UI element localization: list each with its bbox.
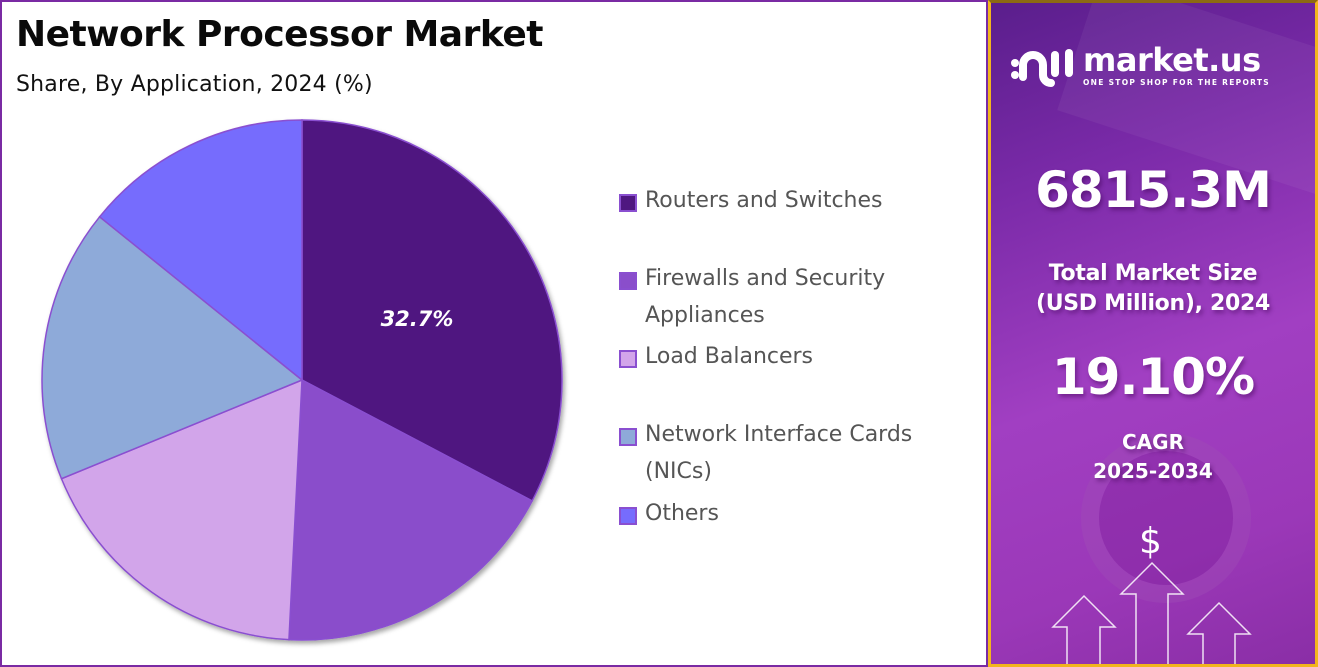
cagr-label-line1: CAGR (1122, 430, 1184, 454)
legend-swatch-icon (619, 194, 637, 212)
pie-slice-others (98, 119, 303, 382)
legend-label: Others (645, 501, 719, 526)
cagr-label-line2: 2025-2034 (1093, 459, 1213, 483)
market-size-label-line2: (USD Million), 2024 (1035, 291, 1271, 316)
legend-item-nics: Network Interface Cards (NICs) (619, 416, 955, 490)
logo-mark-icon (1011, 49, 1073, 87)
chart-title: Network Processor Market (16, 14, 543, 55)
legend-item-others: Others (619, 495, 965, 532)
legend-swatch-icon (619, 272, 637, 290)
chart-subtitle: Share, By Application, 2024 (%) (16, 72, 373, 97)
pie-chart: 32.7% (32, 110, 572, 650)
pie-slice-network-interface-cards-nics (41, 215, 304, 480)
market-size-label: Total Market Size (USD Million), 2024 (991, 259, 1315, 319)
legend-label: Network Interface Cards (NICs) (645, 422, 913, 484)
pie-slice-routers-and-switches (301, 119, 563, 502)
pie-chart-svg: 32.7% (41, 119, 563, 641)
market-size-value: 6815.3M (1035, 161, 1272, 219)
market-us-logo: market.us ONE STOP SHOP FOR THE REPORTS (1009, 41, 1270, 89)
cagr-value: 19.10% (1051, 348, 1255, 406)
logo-name: market.us (1083, 40, 1261, 79)
chart-panel: Network Processor Market Share, By Appli… (0, 0, 988, 667)
pie-slice-load-balancers (60, 378, 303, 641)
cagr-label: CAGR 2025-2034 (991, 428, 1315, 486)
slice-label-routers: 32.7% (381, 307, 454, 331)
legend-item-load-balancers: Load Balancers (619, 338, 965, 375)
legend-swatch-icon (619, 428, 637, 446)
legend-swatch-icon (619, 507, 637, 525)
legend-label: Load Balancers (645, 344, 814, 369)
legend-label: Firewalls and Security Appliances (645, 266, 886, 328)
summary-panel: market.us ONE STOP SHOP FOR THE REPORTS … (988, 0, 1318, 667)
coffee-cup-decoration (1081, 433, 1251, 603)
pie-slice-firewalls-and-security-appliances (288, 378, 534, 641)
legend-swatch-icon (619, 350, 637, 368)
dollar-icon: $ (1139, 521, 1162, 562)
legend-item-routers-switches: Routers and Switches (619, 182, 965, 219)
logo-tagline: ONE STOP SHOP FOR THE REPORTS (1083, 77, 1270, 87)
legend-item-firewalls: Firewalls and Security Appliances (619, 260, 935, 334)
growth-arrows-icon (1051, 561, 1252, 664)
legend-label: Routers and Switches (645, 188, 883, 213)
market-size-label-line1: Total Market Size (1048, 261, 1258, 286)
